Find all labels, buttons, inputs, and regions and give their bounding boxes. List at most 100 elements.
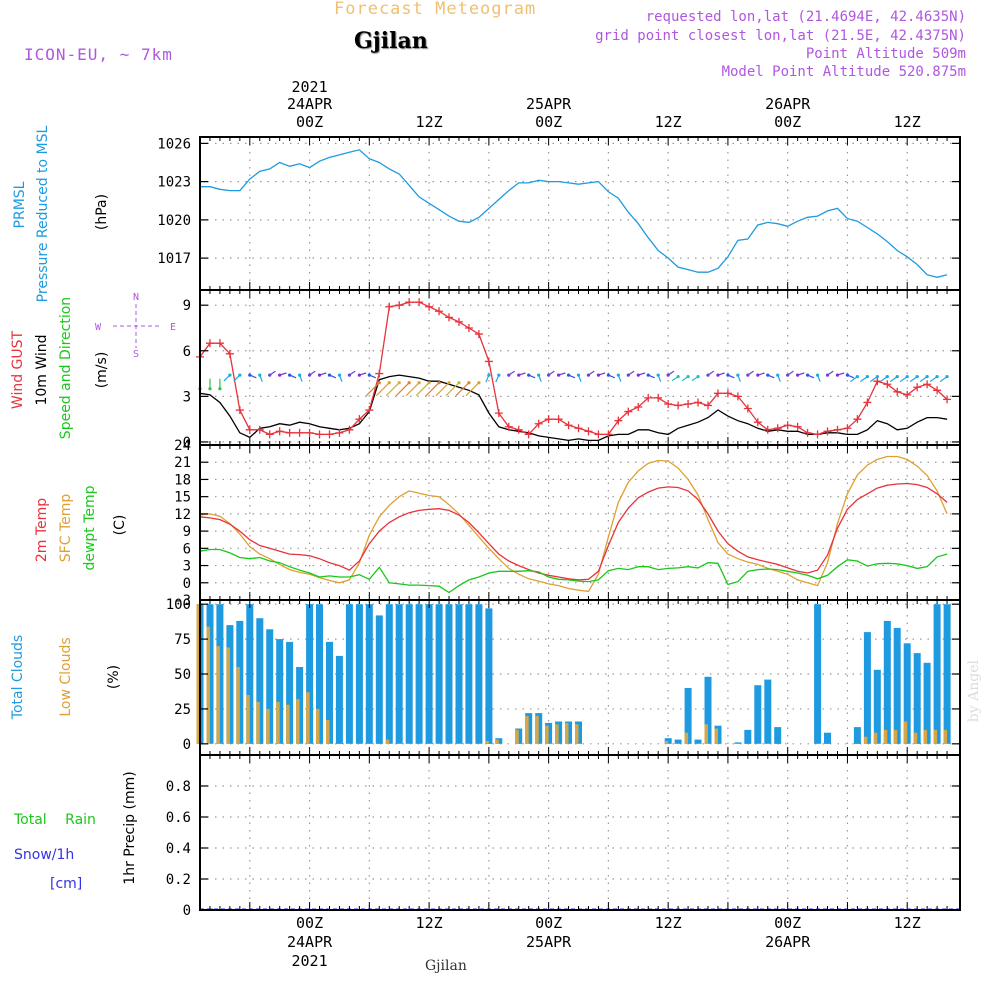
wind-arrow-head [686,375,690,379]
y-tick-label: 18 [174,472,191,488]
low-clouds-bar [286,704,290,744]
low-clouds-bar [903,721,908,744]
compass-w: W [95,322,102,333]
total-clouds-bar [455,604,463,744]
gust-marker [494,409,503,418]
wind-arrow-head [497,373,501,377]
gust-marker [345,425,354,434]
top-hour-label: 00Z [296,113,323,131]
total-clouds-bar [266,629,274,744]
low-clouds-bar [316,708,320,744]
gust-markers [196,298,952,439]
bottom-hour-label: 12Z [416,914,443,932]
gust-marker [504,422,513,431]
low-clouds-bar [196,604,200,744]
wind-arrow-head [676,375,680,379]
wind-arrow-head [706,373,710,377]
grid-panel-0 [200,137,960,290]
top-date-label: 24APR [287,95,333,113]
low-clouds-bar [385,739,390,744]
gust-marker [285,428,294,437]
wind-arrow-head [666,373,670,377]
gust-marker [454,317,463,326]
bottom-hour-label: 00Z [774,914,801,932]
y-tick-label: 100 [166,597,191,613]
low-clouds-bar [714,728,718,744]
gust-marker [524,430,533,439]
top-date-label: 25APR [526,95,572,113]
total-clouds-bar [754,685,762,744]
station-name: Gjilan [354,28,428,54]
gust-marker [624,407,633,416]
wind-arrow-head [626,373,630,377]
wind-arrow-head [895,375,899,379]
wind-arrow-head [825,373,830,377]
y-tick-label: 3 [183,389,191,405]
gust-marker [933,386,942,395]
wind-label: 10m Wind [34,334,50,405]
panel-frame [199,754,961,911]
wind-arrow [385,382,400,397]
pressure-label-short: PRMSL [12,181,28,228]
wind-arrow-head [736,373,740,377]
gust-marker [773,424,782,433]
pressure-line [200,149,948,278]
total-clouds-bar [694,739,702,744]
gust-marker [943,395,952,404]
wind-arrow-head [437,381,441,385]
bottom-hour-label: 00Z [535,914,562,932]
low-clouds-bar [276,701,280,744]
gust-marker [355,415,364,424]
low-clouds-bar [883,729,888,744]
wind-arrow [415,382,430,397]
wind-arrow-head [885,375,889,379]
total-clouds-bar [355,604,363,744]
temp-unit: (C) [112,515,128,536]
compass-n: N [133,292,139,303]
gust-marker [405,298,414,307]
low-clouds-bar [266,708,270,744]
wind-arrow-head [606,373,610,377]
wind-arrow-head [298,373,302,377]
wind-arrow-head [218,387,222,391]
low-clouds-bar [296,699,300,744]
top-hour-label: 00Z [774,113,801,131]
wind-arrow [365,382,380,397]
total-clouds-bar [814,604,822,744]
y-tick-label: 0 [183,435,191,451]
grid-location: grid point closest lon,lat (21.5E, 42.43… [595,28,966,44]
gust-label: Wind GUST [10,330,26,409]
y-tick-label: 1017 [157,251,191,267]
top-year-label: 2021 [292,78,328,96]
low-clouds-bar [525,715,529,744]
y-tick-label: 1020 [157,213,191,229]
low-clouds-bar [485,741,489,744]
wind-arrow-head [806,373,810,377]
gust-marker [574,424,583,433]
wind-arrow-head [258,373,262,377]
wind-arrow-head [815,373,820,377]
gust-marker [923,380,932,389]
gust-marker [684,399,693,408]
wind-arrow-head [527,373,531,377]
wind-arrow-head [845,373,850,377]
total-clouds-bar [306,604,314,744]
low-clouds-bar [306,692,310,744]
gust-marker [863,398,872,407]
gust-marker [225,349,234,358]
bottom-date-label: 24APR [287,933,333,951]
wind-arrow-head [417,381,421,385]
wind-arrow-head [357,373,361,377]
gust-marker [375,369,384,378]
y-tick-label: 1023 [157,175,191,191]
panel-frame [199,136,961,291]
gust-marker [723,389,732,398]
wind-arrow-head [238,373,242,377]
y-tick-label: 0.4 [166,841,191,857]
wind-arrow-head [875,375,879,379]
wind-arrow [445,382,460,397]
gust-marker [664,399,673,408]
model-label: ICON-EU, ~ 7km [24,45,173,64]
wind-arrow-head [556,373,561,377]
